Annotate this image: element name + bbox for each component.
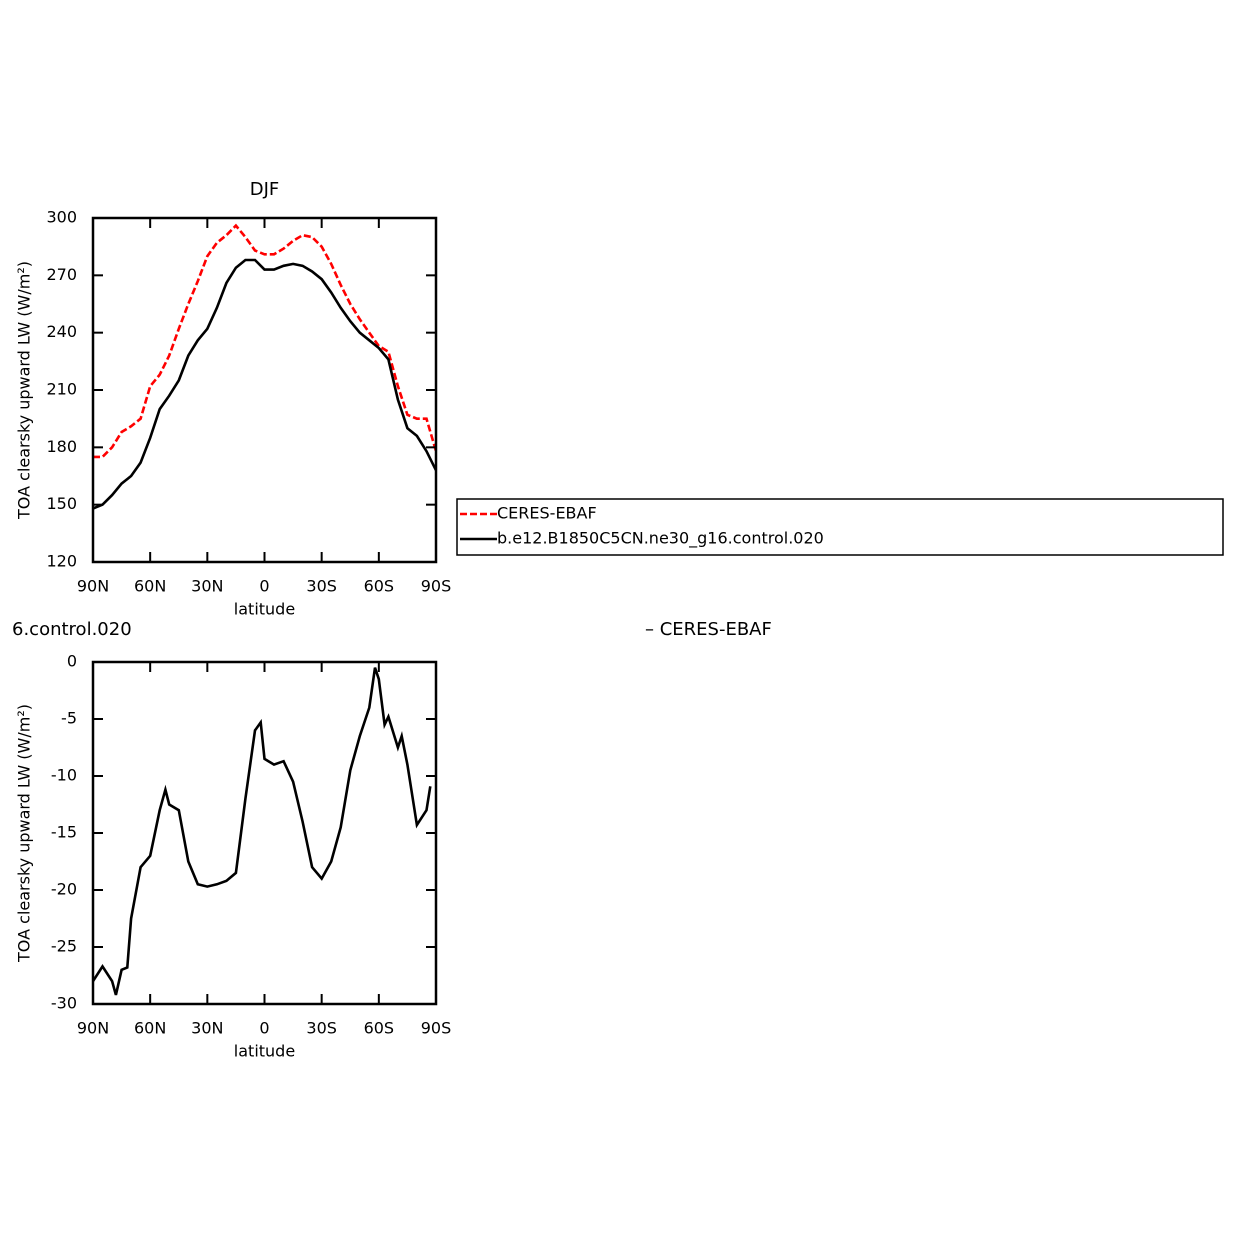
legend-label: b.e12.B1850C5CN.ne30_g16.control.020: [497, 529, 824, 549]
y-tick-label: -30: [51, 994, 77, 1013]
legend-box: [456, 498, 1224, 556]
x-tick-label: 90S: [421, 577, 452, 596]
y-axis-label: TOA clearsky upward LW (W/m²): [15, 704, 34, 963]
y-tick-label: 210: [46, 380, 77, 399]
x-tick-label: 90N: [77, 1019, 109, 1038]
data-line: [92, 258, 438, 510]
x-tick-label: 0: [259, 577, 269, 596]
x-tick-label: 60S: [364, 1019, 395, 1038]
legend-label: CERES-EBAF: [497, 504, 597, 523]
x-axis-label: latitude: [234, 600, 295, 619]
x-tick-label: 30S: [306, 577, 337, 596]
x-axis-label: latitude: [234, 1042, 295, 1061]
x-tick-label: 60S: [364, 577, 395, 596]
chart-title: DJF: [250, 179, 280, 200]
y-tick-label: -5: [61, 709, 77, 728]
data-line: [91, 667, 432, 996]
y-axis-label: TOA clearsky upward LW (W/m²): [15, 261, 34, 520]
y-tick-label: 270: [46, 265, 77, 284]
plot-frame: [91, 660, 438, 1006]
x-tick-label: 60N: [134, 1019, 166, 1038]
x-tick-label: 60N: [134, 577, 166, 596]
data-line: [93, 223, 438, 459]
y-tick-label: -15: [51, 823, 77, 842]
y-tick-label: 120: [46, 552, 77, 571]
y-tick-label: 240: [46, 322, 77, 341]
x-tick-label: 30N: [191, 577, 223, 596]
y-tick-label: -20: [51, 880, 77, 899]
y-tick-label: 180: [46, 437, 77, 456]
x-tick-label: 30N: [191, 1019, 223, 1038]
chart-title: 6.control.020: [12, 619, 132, 640]
y-tick-label: 300: [46, 208, 77, 227]
x-tick-label: 0: [259, 1019, 269, 1038]
x-tick-label: 90S: [421, 1019, 452, 1038]
x-tick-label: 30S: [306, 1019, 337, 1038]
y-tick-label: -10: [51, 766, 77, 785]
x-tick-label: 90N: [77, 577, 109, 596]
y-tick-label: 0: [67, 652, 77, 671]
y-tick-label: -25: [51, 937, 77, 956]
chart-subtitle: – CERES-EBAF: [645, 619, 772, 640]
y-tick-label: 150: [46, 494, 77, 513]
